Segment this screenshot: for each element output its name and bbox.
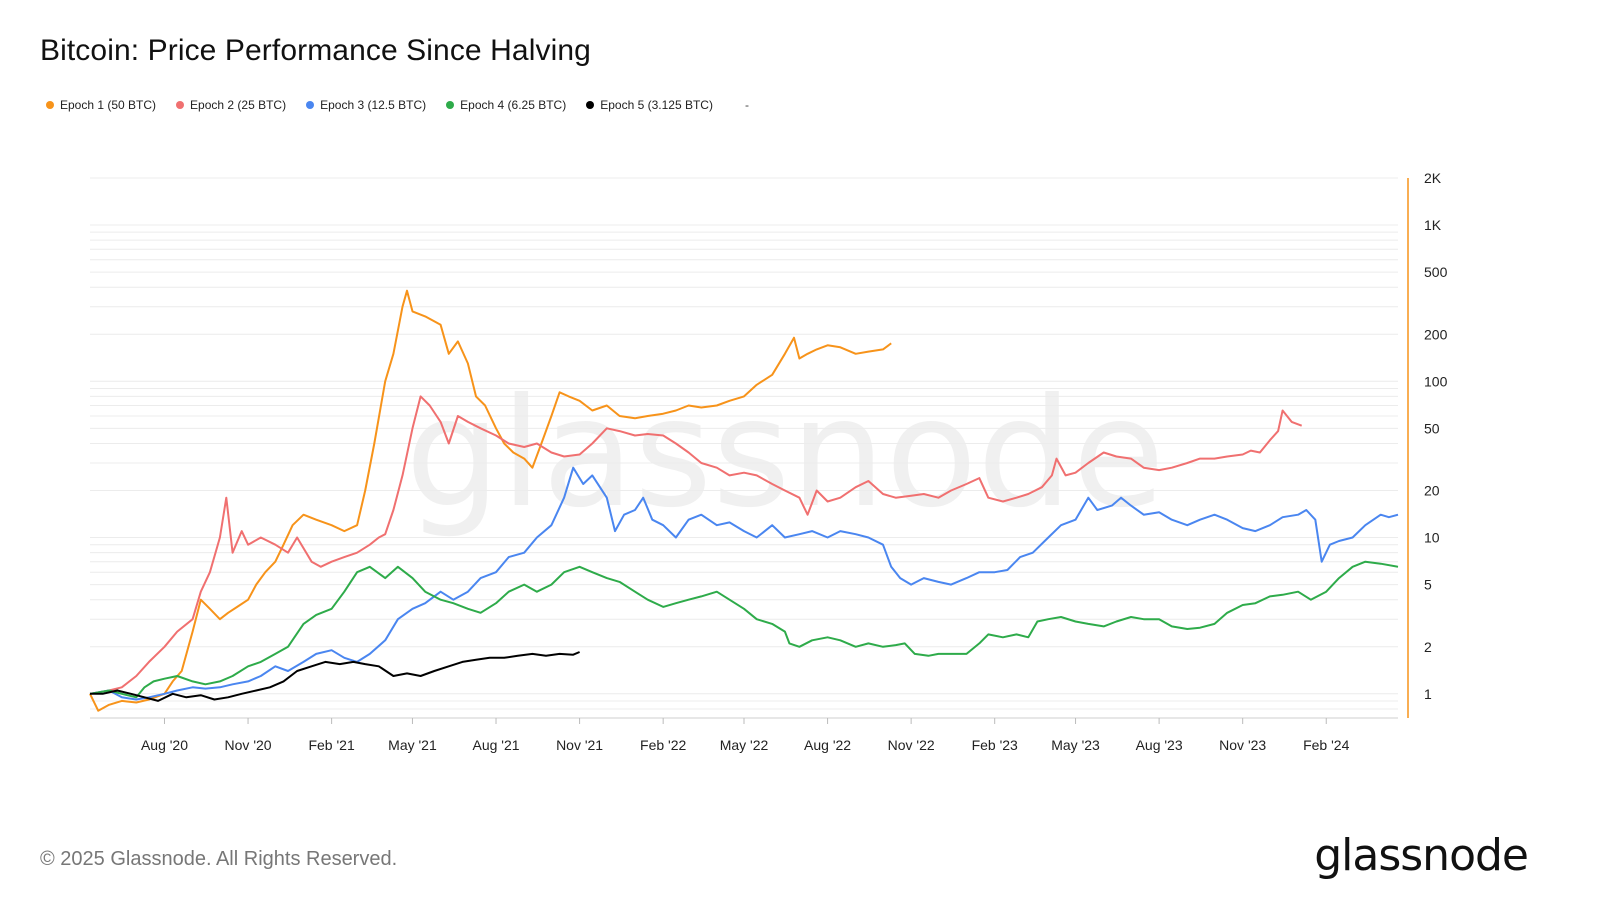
y-tick-label: 1K (1424, 217, 1442, 233)
legend-item-epoch-1[interactable]: Epoch 1 (50 BTC) (46, 98, 156, 112)
x-tick-label: Feb '24 (1303, 737, 1349, 753)
x-tick-label: May '23 (1051, 737, 1100, 753)
legend-item-epoch-5[interactable]: Epoch 5 (3.125 BTC) (586, 98, 713, 112)
glassnode-logo: glassnode (1314, 830, 1529, 881)
y-tick-label: 100 (1424, 373, 1448, 389)
x-tick-label: Nov '22 (888, 737, 935, 753)
legend-item-epoch-3[interactable]: Epoch 3 (12.5 BTC) (306, 98, 426, 112)
y-tick-label: 50 (1424, 420, 1440, 436)
legend-label: Epoch 1 (50 BTC) (60, 98, 157, 112)
y-tick-label: 2K (1424, 170, 1442, 186)
legend-label: Epoch 3 (12.5 BTC) (320, 98, 427, 112)
series-line (90, 651, 580, 702)
y-tick-label: 2 (1424, 639, 1432, 655)
legend-label: Epoch 5 (3.125 BTC) (600, 98, 713, 112)
series-lines (89, 289, 1399, 712)
legend-extra: - (744, 98, 749, 112)
x-tick-label: Nov '21 (556, 737, 603, 753)
legend-dot-icon (446, 101, 455, 109)
x-tick-label: Nov '23 (1219, 737, 1266, 753)
legend-dot-icon (46, 101, 54, 109)
legend-item-epoch-2[interactable]: Epoch 2 (25 BTC) (176, 98, 286, 112)
x-tick-label: Aug '20 (141, 737, 188, 753)
axes: Aug '20 Nov '20 Feb '21 May '21 Aug '21 Nov '… (90, 170, 1448, 753)
legend-dot-icon (176, 101, 185, 109)
x-tick-label: Aug '21 (473, 737, 520, 753)
y-tick-label: 20 (1424, 483, 1440, 499)
series-line (89, 466, 1399, 701)
series-line (89, 560, 1399, 699)
legend: Epoch 1 (50 BTC) Epoch 2 (25 BTC) Epoch … (46, 98, 749, 112)
chart-title: Bitcoin: Price Performance Since Halving (40, 34, 591, 67)
y-tick-label: 1 (1424, 686, 1432, 702)
x-tick-label: Feb '22 (640, 737, 686, 753)
x-tick-label: Feb '21 (308, 737, 354, 753)
x-tick-label: Aug '22 (804, 737, 851, 753)
y-tick-label: 500 (1424, 264, 1448, 280)
x-tick-label: Aug '23 (1136, 737, 1183, 753)
x-tick-label: Feb '23 (972, 737, 1018, 753)
x-tick-label: Nov '20 (225, 737, 272, 753)
legend-label: Epoch 4 (6.25 BTC) (460, 98, 567, 112)
y-tick-label: 200 (1424, 326, 1448, 342)
legend-dot-icon (306, 101, 315, 109)
x-tick-label: May '22 (720, 737, 769, 753)
copyright-text: © 2025 Glassnode. All Rights Reserved. (40, 848, 398, 870)
series-line (89, 395, 1303, 695)
watermark-text: glassnode (405, 367, 1164, 541)
legend-dot-icon (586, 101, 595, 109)
x-tick-label: May '21 (388, 737, 437, 753)
legend-item-epoch-4[interactable]: Epoch 4 (6.25 BTC) (446, 98, 566, 112)
legend-label: Epoch 2 (25 BTC) (190, 98, 287, 112)
chart-area: glassnode Aug '20 Nov '20 Feb '21 May '21 Au… (89, 170, 1448, 753)
y-tick-label: 5 (1424, 577, 1432, 593)
series-line (89, 289, 892, 712)
y-tick-label: 10 (1424, 530, 1440, 546)
